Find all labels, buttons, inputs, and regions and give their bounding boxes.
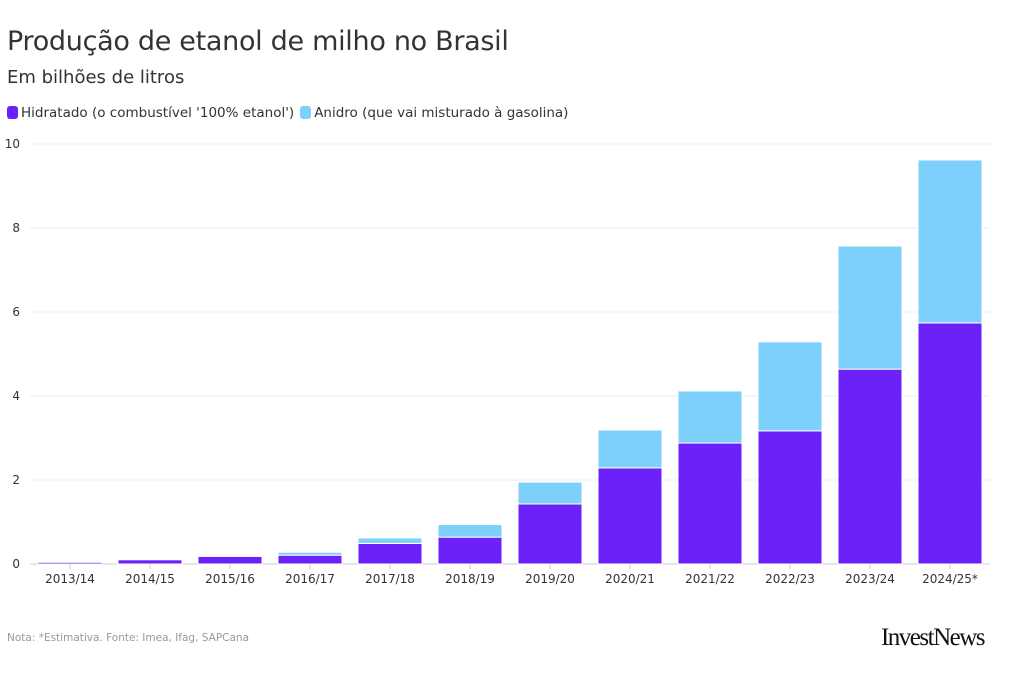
y-tick-label: 10 bbox=[5, 137, 20, 151]
x-tick-label: 2019/20 bbox=[525, 572, 575, 586]
bar-anidro bbox=[757, 341, 823, 432]
bar-hidratado bbox=[837, 368, 903, 565]
chart-title: Produção de etanol de milho no Brasil bbox=[7, 26, 509, 57]
legend-swatch bbox=[300, 106, 312, 119]
bar-anidro bbox=[917, 159, 983, 324]
y-tick-label: 0 bbox=[12, 557, 20, 571]
legend-item-hidratado: Hidratado (o combustível '100% etanol') bbox=[7, 105, 294, 121]
legend-item-anidro: Anidro (que vai misturado à gasolina) bbox=[300, 105, 568, 121]
bar-hidratado bbox=[917, 322, 983, 565]
bar-hidratado bbox=[197, 555, 263, 565]
x-tick-label: 2016/17 bbox=[285, 572, 335, 586]
bar-anidro bbox=[597, 429, 663, 469]
bar-hidratado bbox=[597, 467, 663, 565]
y-tick-label: 8 bbox=[12, 221, 20, 235]
x-tick-label: 2020/21 bbox=[605, 572, 655, 586]
bar-hidratado bbox=[37, 561, 103, 565]
bar-hidratado bbox=[357, 542, 423, 565]
bar-hidratado bbox=[677, 442, 743, 565]
x-tick-label: 2013/14 bbox=[45, 572, 95, 586]
bar-hidratado bbox=[757, 430, 823, 565]
bar-anidro bbox=[437, 524, 503, 538]
source-note: Nota: *Estimativa. Fonte: Imea, Ifag, SA… bbox=[7, 632, 250, 644]
bar-hidratado bbox=[277, 554, 343, 565]
bar-hidratado bbox=[117, 559, 183, 565]
y-tick-label: 4 bbox=[12, 389, 20, 403]
chart-subtitle: Em bilhões de litros bbox=[7, 67, 185, 88]
bar-anidro bbox=[357, 537, 423, 544]
x-tick-label: 2014/15 bbox=[125, 572, 175, 586]
y-tick-label: 2 bbox=[12, 473, 20, 487]
bar-anidro bbox=[517, 481, 583, 505]
x-tick-label: 2021/22 bbox=[685, 572, 735, 586]
y-tick-label: 6 bbox=[12, 305, 20, 319]
legend-swatch bbox=[7, 106, 18, 119]
x-tick-label: 2023/24 bbox=[845, 572, 895, 586]
x-tick-label: 2015/16 bbox=[205, 572, 255, 586]
x-tick-label: 2024/25* bbox=[922, 572, 978, 586]
bar-hidratado bbox=[517, 503, 583, 565]
bar-anidro bbox=[677, 390, 743, 444]
x-tick-label: 2022/23 bbox=[765, 572, 815, 586]
bar-anidro bbox=[837, 245, 903, 370]
legend: Hidratado (o combustível '100% etanol') … bbox=[7, 105, 568, 121]
x-tick-label: 2018/19 bbox=[445, 572, 495, 586]
investnews-logo: InvestNews bbox=[880, 624, 986, 651]
x-tick-label: 2017/18 bbox=[365, 572, 415, 586]
bar-hidratado bbox=[437, 536, 503, 565]
bar-anidro bbox=[277, 551, 343, 556]
